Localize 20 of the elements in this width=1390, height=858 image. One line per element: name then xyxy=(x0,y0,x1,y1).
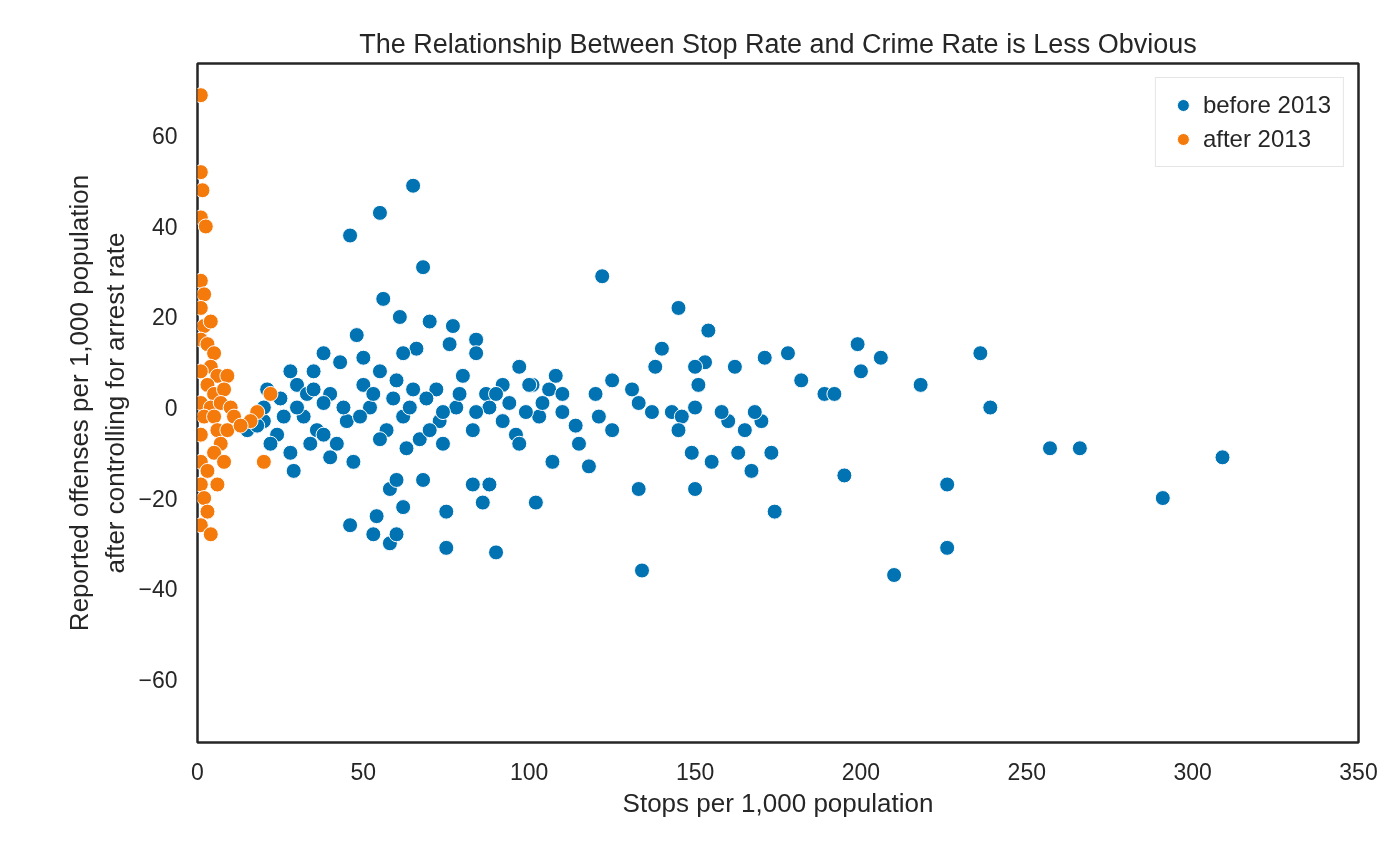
legend-label: before 2013 xyxy=(1202,91,1331,119)
y-tick-label: −60 xyxy=(138,666,178,693)
x-tick-label: 200 xyxy=(841,758,881,785)
x-tick-label: 150 xyxy=(675,758,715,785)
y-tick-label: 60 xyxy=(151,123,178,150)
x-tick-label: 100 xyxy=(510,758,549,785)
y-axis-title: Reported offenses per 1,000 population after controlling for arrest rate xyxy=(64,174,131,632)
y-tick-label: 40 xyxy=(151,213,178,240)
y-tick-label: −40 xyxy=(138,576,178,603)
x-tick-label: 250 xyxy=(1007,758,1046,785)
x-axis-title: Stops per 1,000 population xyxy=(622,787,934,818)
y-tick-label: 0 xyxy=(164,395,178,422)
y-tick-label: −20 xyxy=(138,485,178,512)
x-tick-label: 0 xyxy=(191,758,204,785)
chart-title: The Relationship Between Stop Rate and Crime Rate is Less Obvious xyxy=(359,28,1197,59)
x-tick-label: 50 xyxy=(350,758,377,785)
y-tick-label: 20 xyxy=(151,304,178,331)
x-tick-label: 350 xyxy=(1339,758,1378,785)
legend-label: after 2013 xyxy=(1202,125,1311,153)
x-tick-label: 300 xyxy=(1173,758,1212,785)
